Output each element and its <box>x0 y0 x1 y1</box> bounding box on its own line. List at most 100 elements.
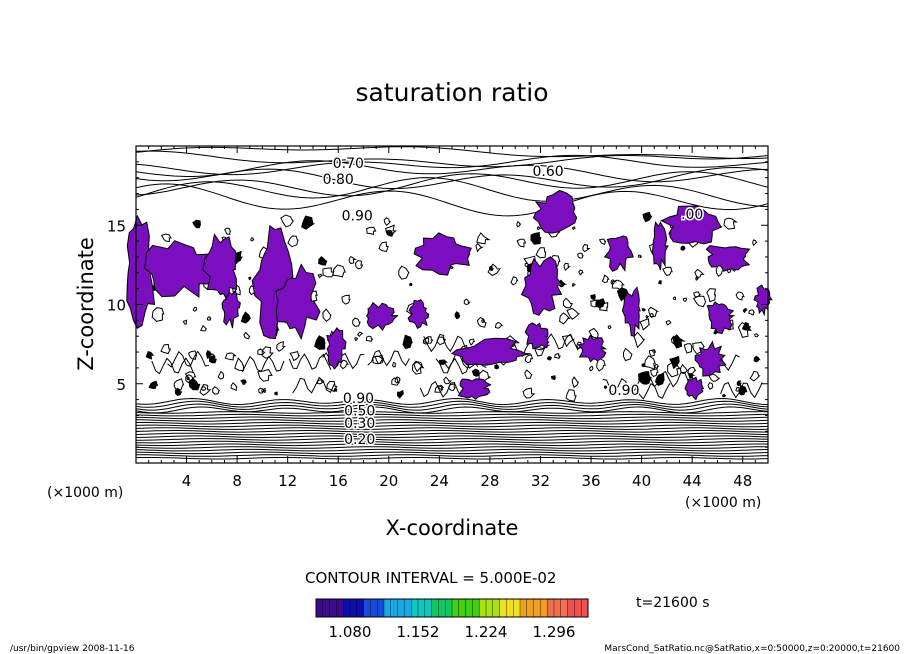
mid-contour <box>186 376 190 381</box>
footer-left: /usr/bin/gpview 2008-11-16 <box>10 644 135 654</box>
mid-contour <box>554 353 561 360</box>
mid-contour <box>694 268 705 279</box>
x-unit-left: (×1000 m) <box>47 485 123 501</box>
upper-contour <box>135 166 769 189</box>
lower-contour <box>135 397 769 406</box>
lower-contour <box>135 421 769 425</box>
purple-region <box>413 232 472 276</box>
mid-contour <box>706 288 716 303</box>
mid-contour <box>261 346 274 359</box>
colorbar-cell <box>581 598 589 618</box>
mid-contour <box>424 336 434 344</box>
mid-contour <box>748 309 756 316</box>
y-axis-label: Z-coordinate <box>74 237 98 371</box>
mid-contour <box>476 232 491 245</box>
mid-contour <box>287 235 299 248</box>
mid-contour <box>687 366 697 375</box>
x-tick-label: 32 <box>531 472 550 490</box>
lower-contour <box>135 451 769 455</box>
mid-contour <box>248 276 252 281</box>
x-tick-label: 24 <box>430 472 449 490</box>
purple-region <box>365 301 399 332</box>
x-unit-right: (×1000 m) <box>685 495 761 511</box>
colorbar-cell <box>383 598 392 618</box>
mid-contour <box>205 350 214 359</box>
mid-contour <box>665 320 672 326</box>
y-tick-label: 5 <box>116 376 126 394</box>
mid-contour <box>188 377 201 391</box>
contour-label: 0.90 <box>608 383 639 399</box>
colorbar-cell <box>574 598 582 618</box>
purple-region <box>221 289 241 329</box>
lower-contour <box>135 430 769 433</box>
x-tick-label: 36 <box>581 472 600 490</box>
mid-contour <box>707 381 714 390</box>
colorbar-cell <box>322 598 331 618</box>
contour-label: 0.80 <box>323 172 354 188</box>
mid-contour <box>506 340 550 357</box>
mid-contour <box>354 259 364 270</box>
mid-contour <box>394 376 401 384</box>
mid-contour <box>192 219 201 229</box>
lower-contour <box>135 427 769 430</box>
colorbar-cell <box>506 598 514 618</box>
mid-contour <box>151 307 165 322</box>
purple-region <box>450 337 531 366</box>
mid-contour <box>434 385 444 393</box>
mid-contour <box>240 311 252 324</box>
purple-region <box>532 189 578 234</box>
mid-contour <box>603 385 608 390</box>
lower-contour <box>135 416 769 420</box>
colorbar-cell <box>479 598 487 618</box>
mid-contour <box>391 377 401 386</box>
mid-contour <box>274 391 278 396</box>
colorbar-cell <box>390 598 399 618</box>
upper-contour <box>135 177 769 208</box>
mid-contour <box>639 318 651 331</box>
mid-contour <box>720 381 763 399</box>
lower-contour <box>135 432 769 436</box>
mid-contour <box>667 361 682 378</box>
colorbar-cell <box>526 598 535 618</box>
mid-contour <box>243 331 251 340</box>
mid-contour <box>160 233 172 243</box>
mid-contour <box>735 386 741 392</box>
x-tick-label: 48 <box>733 472 752 490</box>
mid-contour <box>530 231 542 245</box>
lower-contour <box>135 403 769 411</box>
mid-contour <box>722 393 727 398</box>
mid-contour <box>201 386 207 391</box>
mid-contour <box>695 276 700 281</box>
mid-contour <box>572 226 577 231</box>
mid-contour <box>654 363 660 369</box>
contour-label: 0.70 <box>333 156 364 172</box>
mid-contour <box>535 247 547 259</box>
x-tick-label: 40 <box>632 472 651 490</box>
colorbar-cell <box>553 598 562 618</box>
mid-contour <box>598 238 607 245</box>
mid-contour <box>562 297 573 309</box>
mid-contour <box>588 327 599 339</box>
mid-contour <box>475 242 485 253</box>
contour-label: 0.90 <box>342 208 373 224</box>
mid-contour <box>419 380 463 398</box>
mid-contour <box>224 227 232 235</box>
mid-contour <box>391 361 396 368</box>
colorbar-cell <box>533 598 541 618</box>
colorbar-cell <box>356 598 365 618</box>
mid-contour <box>468 338 476 346</box>
colorbar-label: 1.296 <box>533 623 576 641</box>
mid-contour <box>737 321 752 338</box>
chart-title: saturation ratio <box>355 78 548 107</box>
mid-contour <box>596 357 606 372</box>
mid-contour <box>524 369 533 379</box>
mid-contour <box>182 319 188 325</box>
colorbar-cell <box>499 598 507 618</box>
mid-contour <box>601 274 610 284</box>
lower-contour <box>135 406 769 414</box>
mid-contour <box>160 343 172 355</box>
mid-contour <box>217 370 225 380</box>
mid-contour <box>402 334 413 350</box>
colorbar-labels: 1.080 1.152 1.224 1.296 <box>329 623 576 641</box>
mid-contour <box>326 380 338 393</box>
